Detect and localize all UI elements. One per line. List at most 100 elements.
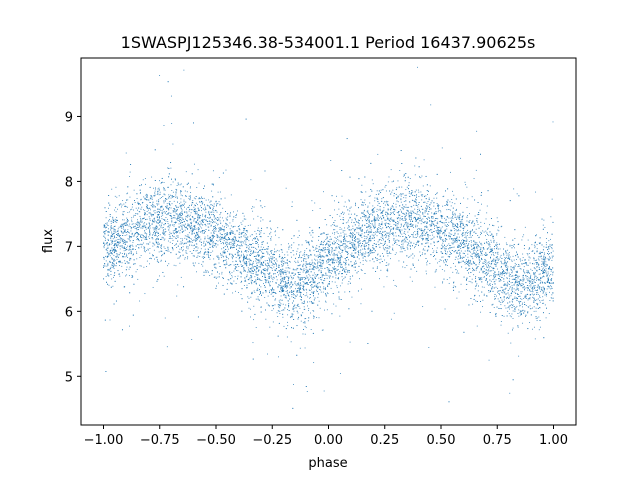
data-point bbox=[379, 223, 381, 225]
data-point bbox=[157, 192, 159, 194]
data-point bbox=[325, 295, 327, 297]
data-point bbox=[499, 248, 501, 250]
data-point bbox=[370, 220, 372, 222]
data-point bbox=[131, 223, 133, 225]
data-point bbox=[111, 249, 113, 251]
data-point bbox=[462, 215, 464, 217]
data-point bbox=[552, 297, 554, 299]
data-point bbox=[110, 224, 112, 226]
data-point bbox=[250, 272, 252, 274]
data-point bbox=[415, 199, 417, 201]
data-point bbox=[426, 202, 428, 204]
data-point bbox=[435, 208, 436, 210]
data-point bbox=[240, 242, 242, 244]
data-point bbox=[480, 226, 482, 228]
data-point bbox=[161, 206, 163, 208]
data-point bbox=[299, 284, 301, 286]
data-point bbox=[444, 235, 445, 237]
data-point bbox=[501, 287, 503, 289]
data-point bbox=[351, 254, 352, 256]
data-point bbox=[397, 195, 399, 197]
data-point bbox=[207, 241, 209, 243]
data-points bbox=[103, 66, 554, 409]
data-point bbox=[329, 250, 331, 252]
data-point bbox=[114, 218, 116, 220]
data-point bbox=[278, 300, 280, 302]
data-point bbox=[483, 276, 485, 278]
data-point bbox=[398, 211, 400, 213]
data-point bbox=[255, 271, 257, 273]
data-point bbox=[220, 256, 222, 258]
data-point bbox=[106, 242, 108, 244]
data-point bbox=[466, 233, 468, 235]
data-point bbox=[194, 204, 196, 206]
data-point bbox=[407, 241, 409, 243]
data-point bbox=[516, 279, 518, 281]
data-point bbox=[349, 276, 351, 278]
data-point bbox=[552, 250, 554, 252]
data-point bbox=[166, 250, 168, 252]
data-point bbox=[287, 309, 288, 311]
data-point bbox=[440, 211, 442, 213]
data-point bbox=[498, 280, 500, 282]
data-point bbox=[421, 233, 422, 235]
data-point bbox=[367, 210, 369, 212]
data-point bbox=[248, 261, 250, 263]
data-point bbox=[212, 236, 214, 238]
data-point bbox=[311, 240, 313, 242]
data-point bbox=[270, 231, 272, 233]
data-point bbox=[340, 262, 342, 264]
data-point bbox=[256, 290, 258, 292]
data-point bbox=[344, 238, 346, 240]
data-point bbox=[154, 217, 156, 219]
data-point bbox=[467, 215, 468, 217]
data-point bbox=[511, 285, 513, 287]
data-point bbox=[105, 226, 107, 228]
data-point bbox=[359, 243, 361, 244]
data-point bbox=[215, 201, 217, 203]
data-point bbox=[130, 258, 132, 260]
data-point bbox=[246, 271, 248, 273]
data-point bbox=[253, 290, 255, 292]
data-point bbox=[129, 240, 131, 242]
data-point bbox=[234, 290, 236, 292]
data-point bbox=[131, 221, 133, 223]
data-point bbox=[105, 230, 107, 232]
data-point bbox=[230, 194, 232, 196]
data-point bbox=[107, 231, 109, 233]
data-point bbox=[281, 256, 283, 258]
data-point bbox=[202, 265, 204, 267]
data-point bbox=[237, 250, 239, 252]
data-point bbox=[183, 230, 185, 232]
data-point bbox=[405, 189, 407, 191]
data-point bbox=[153, 243, 155, 245]
data-point bbox=[161, 210, 163, 212]
data-point bbox=[509, 259, 511, 260]
data-point bbox=[240, 281, 242, 283]
data-point bbox=[288, 277, 290, 279]
data-point bbox=[216, 235, 218, 237]
data-point bbox=[333, 303, 335, 305]
data-point bbox=[403, 213, 405, 215]
data-point bbox=[284, 271, 286, 273]
data-point bbox=[336, 214, 338, 215]
data-point bbox=[377, 199, 379, 200]
data-point bbox=[280, 260, 282, 262]
data-point bbox=[264, 270, 266, 272]
data-point bbox=[404, 174, 406, 176]
data-point bbox=[496, 217, 498, 219]
data-point bbox=[287, 267, 289, 269]
data-point bbox=[132, 248, 134, 250]
data-point bbox=[244, 279, 246, 281]
data-point bbox=[225, 223, 227, 225]
data-point bbox=[392, 244, 394, 246]
data-point bbox=[482, 272, 484, 274]
data-point bbox=[161, 238, 163, 240]
data-point bbox=[331, 247, 333, 249]
data-point bbox=[518, 275, 520, 277]
data-point bbox=[476, 253, 478, 255]
data-point bbox=[475, 169, 477, 171]
data-point bbox=[417, 241, 419, 243]
data-point bbox=[456, 297, 458, 299]
data-point bbox=[338, 272, 340, 274]
